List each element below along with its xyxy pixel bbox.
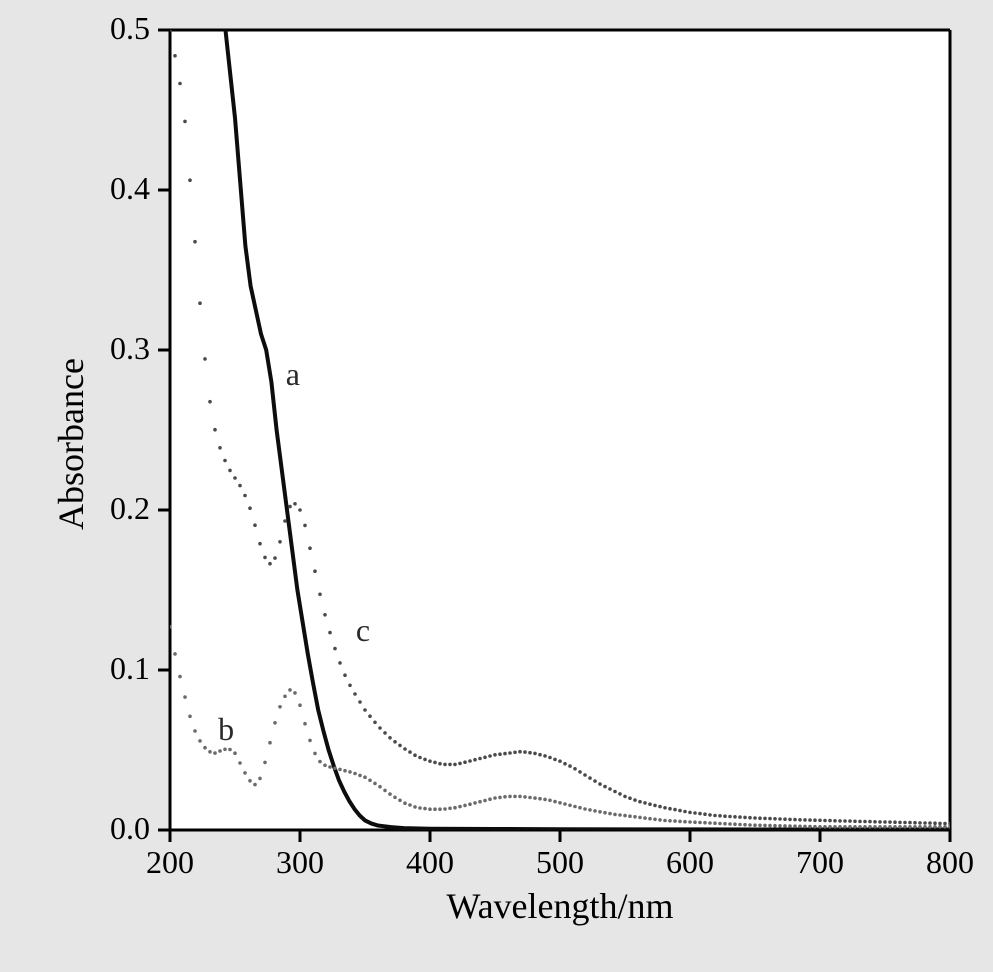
- y-tick-label: 0.0: [80, 810, 150, 847]
- series-b: [168, 625, 952, 829]
- y-tick-label: 0.5: [80, 10, 150, 47]
- series-a: [170, 0, 950, 830]
- series-label-a: a: [286, 356, 300, 393]
- x-tick-label: 200: [130, 844, 210, 881]
- x-tick-label: 500: [520, 844, 600, 881]
- series-c: [168, 28, 952, 825]
- series-label-b: b: [218, 711, 234, 748]
- series-label-c: c: [356, 612, 370, 649]
- x-tick-label: 700: [780, 844, 860, 881]
- figure-container: Absorbance Wavelength/nm 200300400500600…: [0, 0, 993, 972]
- x-tick-label: 300: [260, 844, 340, 881]
- x-tick-label: 600: [650, 844, 730, 881]
- x-tick-label: 400: [390, 844, 470, 881]
- y-tick-label: 0.3: [80, 330, 150, 367]
- x-tick-label: 800: [910, 844, 990, 881]
- y-tick-label: 0.1: [80, 650, 150, 687]
- y-tick-label: 0.4: [80, 170, 150, 207]
- y-tick-label: 0.2: [80, 490, 150, 527]
